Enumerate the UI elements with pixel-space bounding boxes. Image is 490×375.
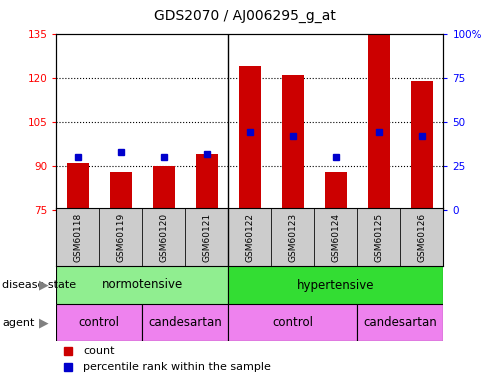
Text: GSM60119: GSM60119	[116, 213, 125, 262]
Bar	[400, 208, 443, 266]
Bar	[67, 163, 89, 210]
Bar	[153, 166, 174, 210]
Bar	[315, 208, 357, 266]
Bar	[185, 208, 228, 266]
Bar	[56, 208, 99, 266]
Text: count: count	[83, 346, 115, 356]
Text: GSM60118: GSM60118	[74, 213, 82, 262]
Bar	[56, 304, 143, 341]
Bar	[239, 66, 261, 210]
Text: disease state: disease state	[2, 280, 76, 290]
Bar	[325, 172, 346, 210]
Text: candesartan: candesartan	[148, 316, 222, 329]
Bar	[110, 172, 132, 210]
Bar	[143, 208, 185, 266]
Bar	[196, 154, 218, 210]
Text: percentile rank within the sample: percentile rank within the sample	[83, 362, 271, 372]
Bar	[228, 304, 357, 341]
Text: GSM60123: GSM60123	[289, 213, 297, 262]
Bar	[282, 75, 304, 210]
Text: GSM60120: GSM60120	[159, 213, 169, 262]
Text: GSM60125: GSM60125	[374, 213, 384, 262]
Text: GSM60121: GSM60121	[202, 213, 211, 262]
Text: GDS2070 / AJ006295_g_at: GDS2070 / AJ006295_g_at	[154, 9, 336, 23]
Text: candesartan: candesartan	[364, 316, 437, 329]
Text: normotensive: normotensive	[102, 279, 183, 291]
Text: GSM60126: GSM60126	[417, 213, 426, 262]
Bar	[228, 208, 271, 266]
Bar	[411, 81, 433, 210]
Bar	[228, 266, 443, 304]
Bar	[357, 208, 400, 266]
Text: control: control	[79, 316, 120, 329]
Text: ▶: ▶	[39, 279, 49, 291]
Text: GSM60122: GSM60122	[245, 213, 254, 262]
Bar	[99, 208, 143, 266]
Bar	[56, 266, 228, 304]
Text: agent: agent	[2, 318, 35, 327]
Text: GSM60124: GSM60124	[331, 213, 341, 262]
Bar	[368, 34, 390, 210]
Bar	[271, 208, 315, 266]
Bar	[143, 304, 228, 341]
Bar	[357, 304, 443, 341]
Text: hypertensive: hypertensive	[297, 279, 375, 291]
Text: control: control	[272, 316, 314, 329]
Text: ▶: ▶	[39, 316, 49, 329]
